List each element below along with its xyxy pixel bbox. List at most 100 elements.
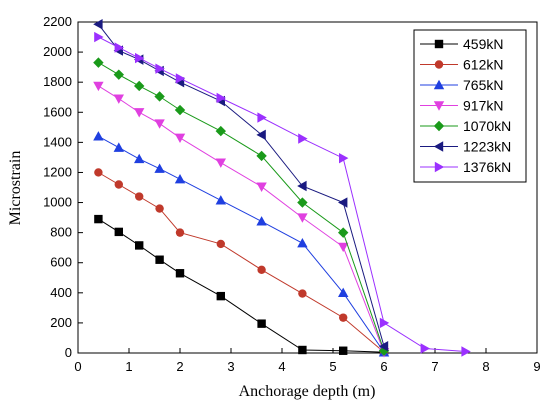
y-tick-label: 1800 bbox=[43, 74, 72, 89]
legend-marker bbox=[433, 120, 445, 132]
x-tick-label: 7 bbox=[431, 359, 438, 374]
legend-item: 1223kN bbox=[420, 139, 511, 155]
y-tick-label: 1200 bbox=[43, 164, 72, 179]
data-point bbox=[297, 180, 307, 192]
data-point bbox=[216, 239, 225, 249]
data-point bbox=[114, 180, 124, 189]
data-point bbox=[257, 265, 266, 274]
data-point bbox=[94, 31, 104, 43]
data-point bbox=[174, 133, 186, 144]
data-point bbox=[155, 63, 165, 74]
data-point bbox=[154, 119, 165, 129]
data-point bbox=[256, 182, 267, 192]
series-line bbox=[98, 172, 385, 353]
data-point bbox=[338, 227, 349, 238]
data-point bbox=[338, 197, 348, 208]
data-point bbox=[339, 152, 349, 164]
data-point bbox=[256, 150, 267, 162]
data-point bbox=[134, 153, 145, 164]
legend-item: 612kN bbox=[420, 57, 503, 73]
data-point bbox=[297, 237, 308, 248]
legend-marker bbox=[433, 101, 445, 111]
y-tick-label: 2200 bbox=[43, 14, 72, 29]
legend-marker bbox=[433, 79, 445, 90]
data-point bbox=[113, 142, 124, 152]
legend-marker bbox=[434, 60, 444, 69]
legend-label: 1070kN bbox=[463, 118, 511, 134]
data-point bbox=[338, 242, 349, 253]
data-point bbox=[134, 108, 145, 118]
data-point bbox=[113, 94, 124, 104]
data-point bbox=[114, 42, 124, 53]
data-point bbox=[379, 317, 390, 329]
data-point bbox=[155, 255, 164, 264]
legend-label: 917kN bbox=[463, 98, 503, 114]
y-tick-label: 1000 bbox=[43, 195, 72, 210]
x-tick-label: 9 bbox=[533, 359, 540, 374]
data-point bbox=[339, 313, 348, 322]
data-point bbox=[215, 195, 226, 205]
x-tick-label: 4 bbox=[278, 359, 285, 374]
series-layer bbox=[93, 19, 471, 358]
legend-marker bbox=[434, 161, 445, 173]
data-point bbox=[338, 287, 349, 298]
x-tick-label: 8 bbox=[482, 359, 489, 374]
legend-marker bbox=[434, 39, 444, 49]
data-point bbox=[461, 346, 471, 357]
data-point bbox=[135, 52, 145, 64]
data-point bbox=[298, 289, 307, 298]
y-tick-label: 0 bbox=[65, 345, 72, 360]
axes: 0 1 2 3 4 5 6 7 8 9 0 200 400 600 800 1000 1200 1400 1600 1… bbox=[43, 14, 541, 374]
y-axis-title: Microstrain bbox=[7, 151, 24, 226]
data-point bbox=[155, 204, 164, 213]
series-line bbox=[98, 23, 385, 347]
data-point bbox=[175, 73, 186, 84]
data-point bbox=[215, 158, 226, 168]
data-point bbox=[93, 19, 103, 30]
data-point bbox=[257, 319, 266, 328]
data-point bbox=[256, 216, 267, 226]
data-point bbox=[297, 197, 308, 208]
data-point bbox=[378, 341, 389, 352]
x-axis-title: Anchorage depth (m) bbox=[239, 383, 376, 400]
legend-label: 1376kN bbox=[463, 159, 511, 175]
data-point bbox=[216, 291, 225, 301]
data-point bbox=[135, 241, 144, 250]
y-tick-label: 800 bbox=[50, 225, 72, 240]
data-point bbox=[215, 125, 226, 137]
x-tick-label: 6 bbox=[380, 359, 387, 374]
data-point bbox=[93, 131, 104, 141]
y-tick-label: 1600 bbox=[43, 104, 72, 119]
series-1070kN bbox=[93, 57, 390, 356]
y-tick-label: 400 bbox=[50, 285, 72, 300]
legend-label: 459kN bbox=[463, 36, 503, 52]
data-point bbox=[93, 81, 104, 92]
legend-item: 1376kN bbox=[420, 159, 511, 175]
data-point bbox=[298, 133, 308, 144]
series-765kN bbox=[93, 131, 390, 357]
legend-label: 612kN bbox=[463, 57, 503, 73]
legend-label: 765kN bbox=[463, 77, 503, 93]
legend-marker bbox=[433, 141, 444, 152]
data-point bbox=[175, 269, 185, 278]
data-point bbox=[94, 168, 103, 177]
data-point bbox=[134, 80, 145, 92]
series-line bbox=[98, 135, 385, 353]
legend-item: 459kN bbox=[420, 36, 503, 52]
data-point bbox=[298, 345, 307, 355]
legend-item: 917kN bbox=[420, 98, 503, 114]
data-point bbox=[216, 92, 226, 104]
y-tick-label: 1400 bbox=[43, 134, 72, 149]
x-tick-label: 2 bbox=[176, 359, 183, 374]
x-tick-label: 1 bbox=[125, 359, 132, 374]
data-point bbox=[175, 228, 185, 237]
data-point bbox=[174, 104, 186, 116]
data-point bbox=[257, 112, 267, 123]
y-tick-label: 2000 bbox=[43, 44, 72, 59]
data-point bbox=[297, 213, 308, 223]
legend-label: 1223kN bbox=[463, 139, 511, 155]
legend-item: 765kN bbox=[420, 77, 503, 93]
data-point bbox=[256, 129, 266, 141]
data-point bbox=[114, 227, 123, 237]
